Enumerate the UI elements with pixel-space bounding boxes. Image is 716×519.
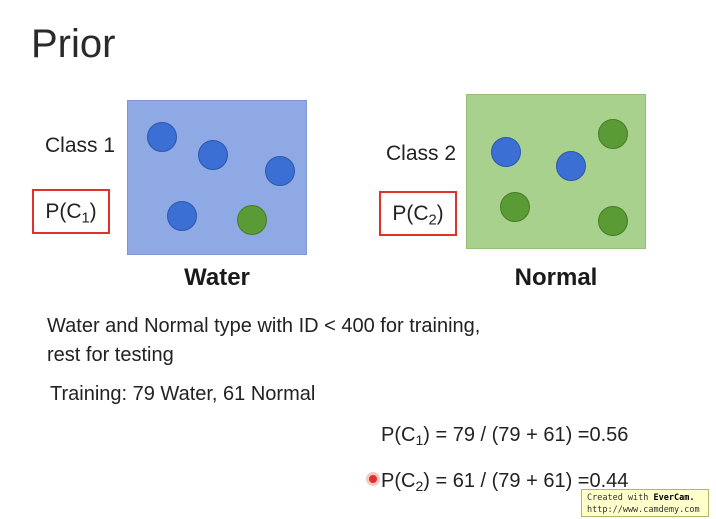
class1-prior-box: P(C1) bbox=[32, 189, 110, 234]
normal-sample-dot bbox=[598, 206, 628, 236]
prior-formula-c1: P(C1) = 79 / (79 + 61) =0.56 bbox=[381, 424, 629, 449]
slide-title: Prior bbox=[31, 22, 116, 66]
prior-formula-c2: P(C2) = 61 / (79 + 61) =0.44 bbox=[381, 470, 629, 495]
class2-prior-box: P(C2) bbox=[379, 191, 457, 236]
watermark-line-2: http://www.camdemy.com bbox=[587, 505, 700, 515]
water-sample-dot bbox=[147, 122, 177, 152]
water-sample-dot bbox=[556, 151, 586, 181]
description: Water and Normal type with ID < 400 for … bbox=[47, 312, 480, 370]
water-caption: Water bbox=[184, 264, 250, 291]
normal-caption: Normal bbox=[514, 264, 598, 291]
class2-prior-text: P(C2) bbox=[392, 201, 444, 228]
class2-label: Class 2 bbox=[386, 142, 457, 165]
water-sample-dot bbox=[491, 137, 521, 167]
normal-panel bbox=[466, 94, 646, 249]
evercam-watermark: Created with EverCam. http://www.camdemy… bbox=[581, 489, 709, 517]
watermark-line-1: Created with EverCam. bbox=[587, 493, 695, 503]
description-line-1: Water and Normal type with ID < 400 for … bbox=[47, 315, 481, 337]
normal-sample-dot bbox=[237, 205, 267, 235]
laser-pointer-icon bbox=[369, 475, 377, 483]
water-sample-dot bbox=[198, 140, 228, 170]
water-sample-dot bbox=[167, 201, 197, 231]
water-sample-dot bbox=[265, 156, 295, 186]
description-line-2: rest for testing bbox=[47, 344, 174, 366]
class1-label: Class 1 bbox=[45, 134, 116, 157]
water-panel bbox=[127, 100, 307, 255]
normal-sample-dot bbox=[500, 192, 530, 222]
normal-sample-dot bbox=[598, 119, 628, 149]
class1-prior-text: P(C1) bbox=[45, 199, 97, 226]
training-summary: Training: 79 Water, 61 Normal bbox=[50, 383, 316, 405]
